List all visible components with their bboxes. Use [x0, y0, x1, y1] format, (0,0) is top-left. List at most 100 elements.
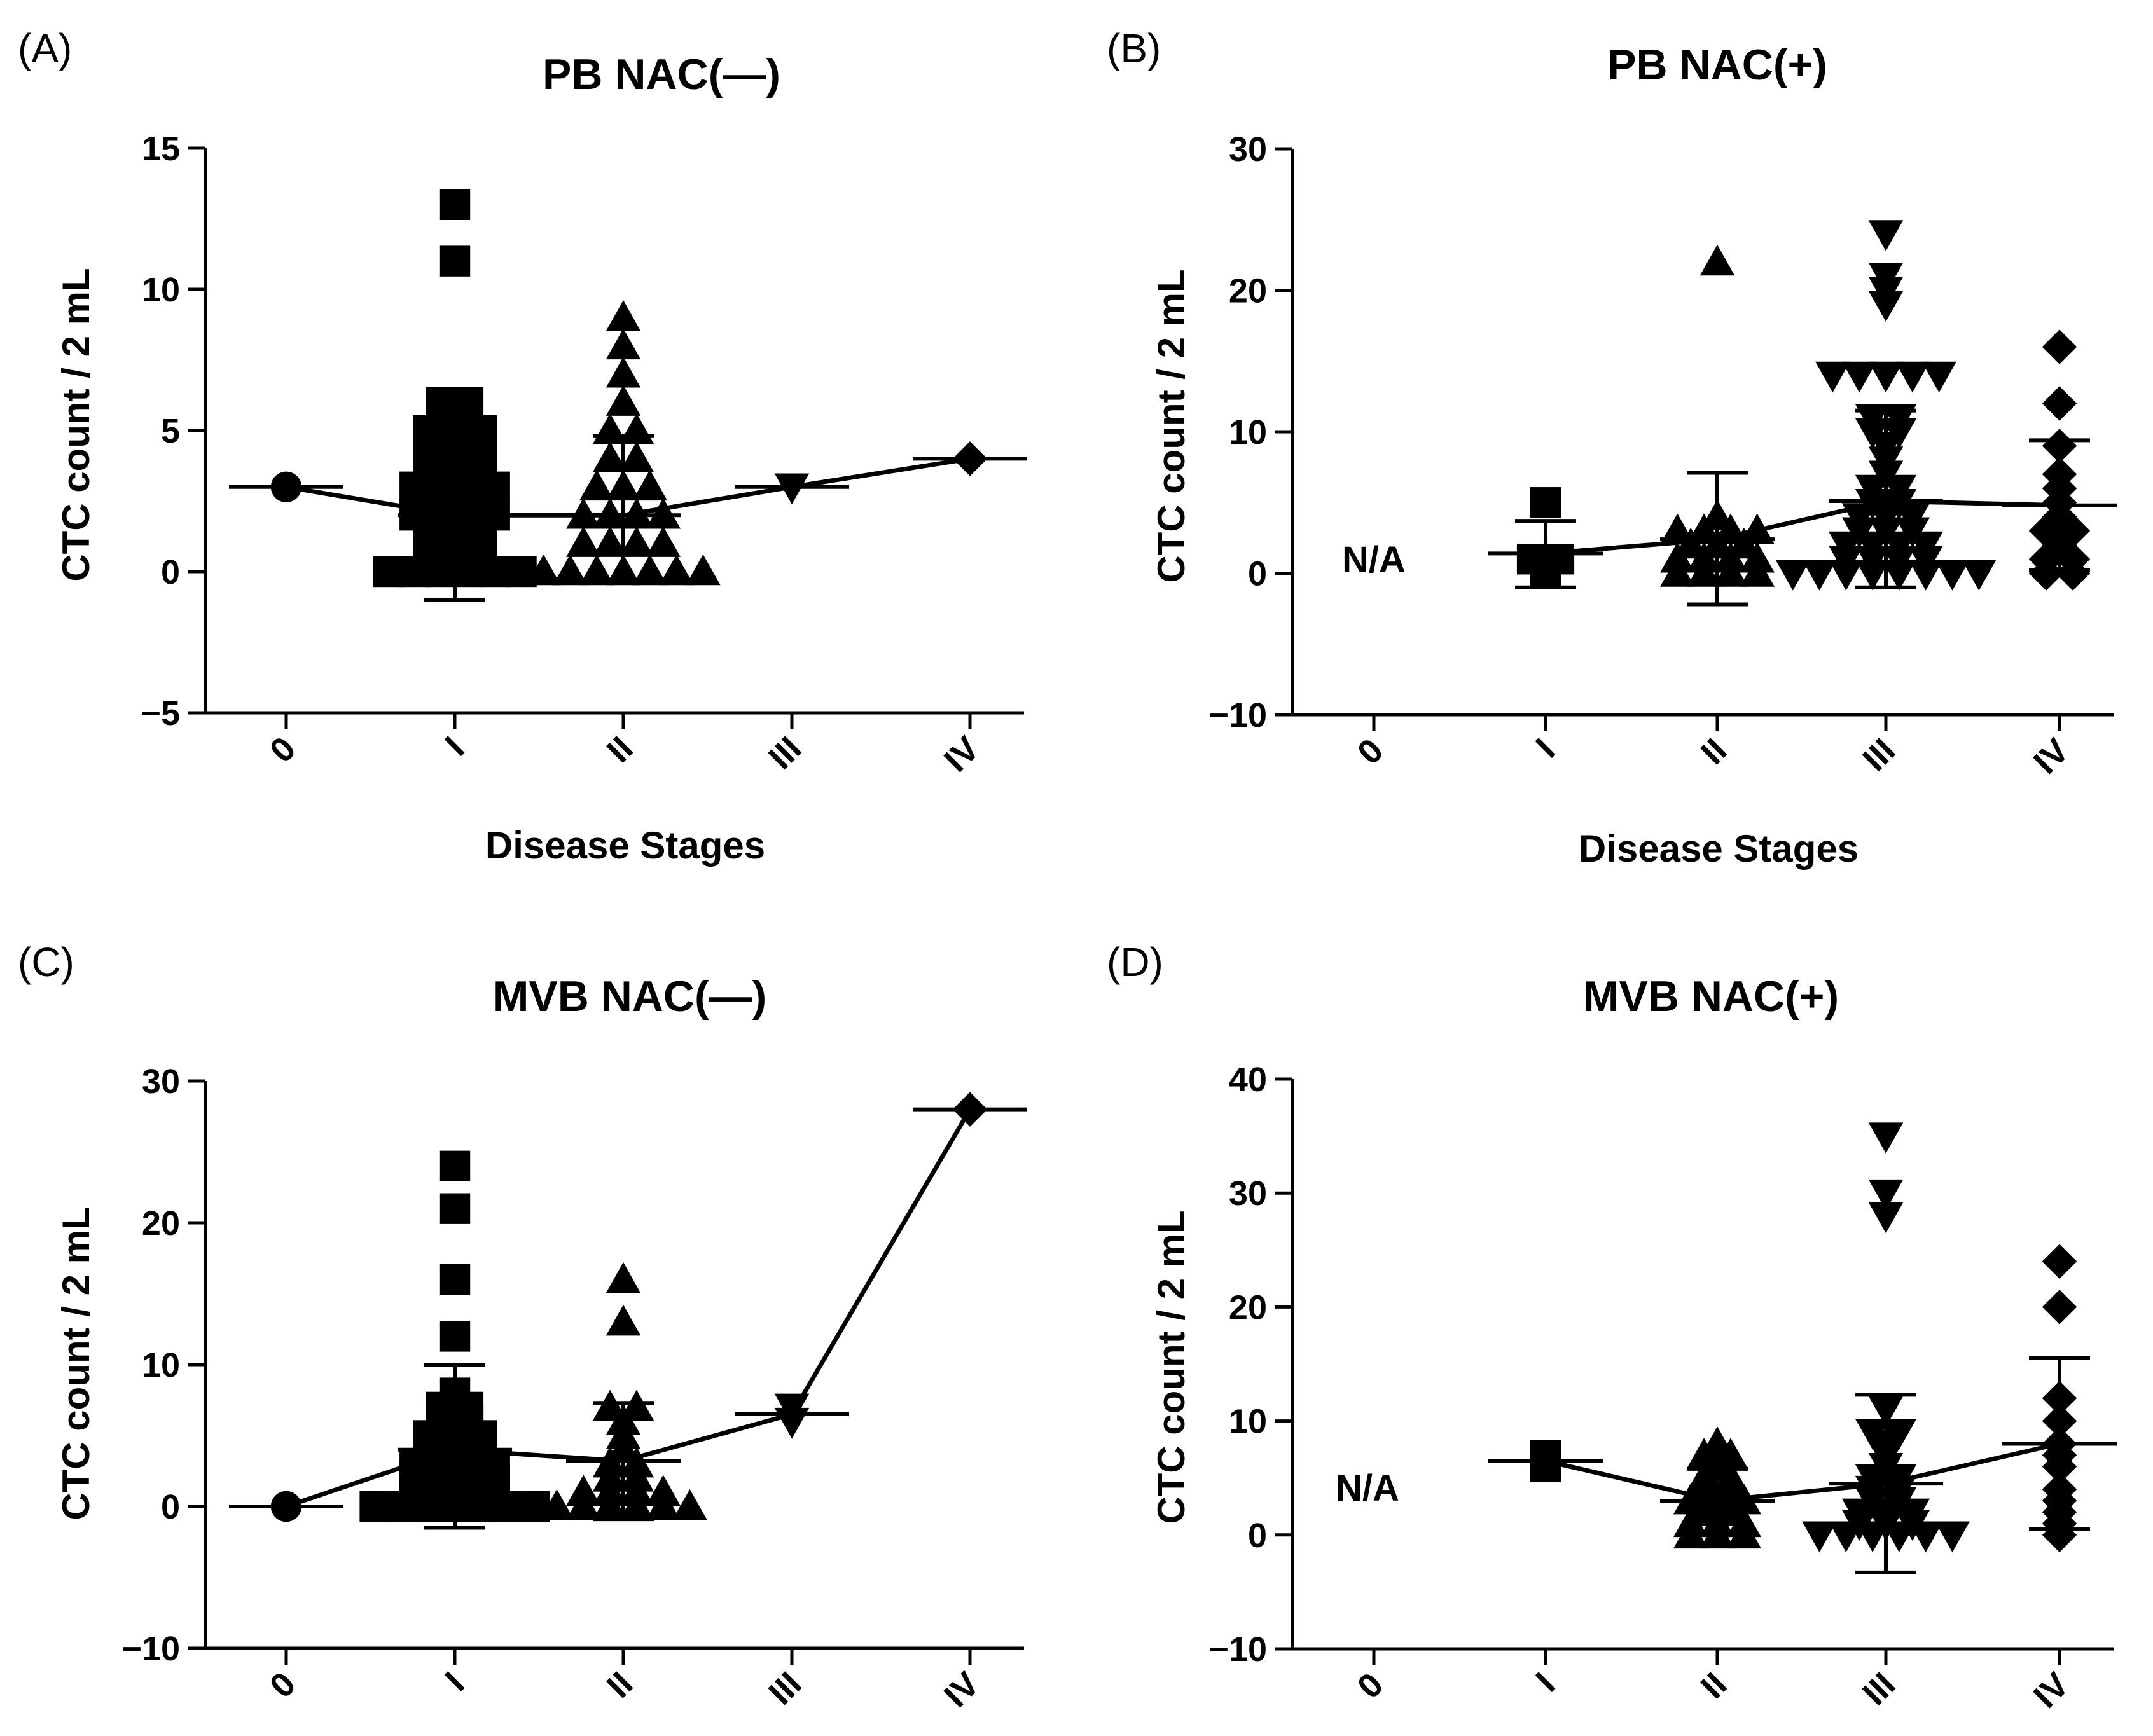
data-point: [606, 1262, 641, 1293]
y-tick-label: 20: [1229, 272, 1267, 310]
data-point: [646, 1475, 681, 1506]
data-point: [439, 245, 471, 277]
panel-b: (B) PB NAC(+) CTC count / 2 mL Disease S…: [1107, 25, 2117, 870]
x-tick-label: III: [1855, 1665, 1902, 1712]
data-point: [1700, 244, 1735, 276]
data-point: [952, 441, 988, 476]
data-point: [646, 526, 681, 557]
data-point: [632, 554, 668, 586]
data-point: [466, 443, 497, 474]
panel-label: (A): [18, 25, 72, 71]
data-point: [479, 500, 510, 531]
y-tick-label: 10: [1229, 1403, 1267, 1441]
y-tick-label: 5: [161, 412, 180, 450]
data-point: [373, 556, 404, 588]
data-point: [1935, 560, 1970, 591]
data-point: [566, 497, 601, 529]
data-point: [1530, 487, 1561, 518]
data-point: [1841, 361, 1877, 393]
y-tick-label: 0: [1248, 1517, 1267, 1555]
panel-c: (C) MVB NAC(—) CTC count / 2 mL −10 0 10 20…: [18, 939, 1027, 1715]
data-point: [399, 471, 431, 502]
data-point: [452, 500, 484, 531]
data-point: [270, 471, 302, 502]
data-point: [566, 1475, 601, 1506]
y-axis-label: CTC count / 2 mL: [55, 1206, 97, 1520]
data-point: [1660, 513, 1695, 545]
y-tick-label: 0: [1248, 555, 1267, 593]
data-point: [2042, 457, 2077, 492]
data-point: [2042, 329, 2077, 364]
x-tick-label: II: [600, 729, 640, 770]
chart-title: PB NAC(+): [1607, 41, 1827, 89]
y-tick-label: −10: [121, 1630, 180, 1668]
data-point: [1700, 1426, 1735, 1457]
data-point: [1775, 560, 1810, 591]
data-point: [646, 497, 681, 529]
data-point: [359, 1491, 391, 1522]
data-point: [426, 556, 457, 588]
data-point: [439, 443, 471, 474]
data-point: [1868, 1122, 1904, 1154]
data-point: [1543, 544, 1575, 575]
x-tick-label: 0: [263, 1665, 303, 1705]
data-point: [426, 387, 457, 418]
data-point: [1740, 513, 1775, 545]
y-tick-label: −5: [141, 694, 180, 733]
data-point: [399, 500, 431, 531]
data-point: [1868, 1202, 1904, 1234]
panel-label: (C): [18, 939, 74, 985]
y-axis-label: CTC count / 2 mL: [1150, 269, 1193, 582]
x-tick-label: III: [761, 729, 808, 776]
panel-d: (D) MVB NAC(+) CTC count / 2 mL N/A −10 0…: [1107, 939, 2117, 1716]
data-point: [606, 554, 641, 586]
data-point: [439, 1193, 471, 1224]
data-point: [606, 469, 641, 501]
data-point: [619, 497, 654, 529]
data-point: [592, 526, 628, 557]
data-point: [1881, 1419, 1917, 1450]
y-tick-label: 0: [161, 1488, 180, 1526]
data-point: [1868, 220, 1904, 251]
data-point: [1855, 404, 1890, 436]
data-point: [952, 1092, 988, 1127]
data-point: [439, 1264, 471, 1295]
data-point: [2042, 527, 2077, 563]
data-point: [619, 1389, 654, 1421]
data-point: [439, 528, 471, 559]
data-point: [1700, 499, 1735, 530]
x-tick-label: 0: [1350, 731, 1391, 772]
data-point: [466, 415, 497, 446]
data-point: [632, 469, 668, 501]
na-label: N/A: [1336, 1468, 1399, 1509]
data-point: [1802, 560, 1837, 591]
x-tick-label: I: [1528, 731, 1562, 765]
data-point: [592, 413, 628, 444]
na-label: N/A: [1342, 539, 1406, 581]
x-tick-label: IV: [2026, 1665, 2077, 1716]
data-point: [1868, 1179, 1904, 1211]
data-point: [2042, 1381, 2077, 1416]
data-point: [1895, 361, 1930, 393]
data-point: [2042, 428, 2077, 464]
data-point: [1530, 1440, 1561, 1471]
x-tick-label: III: [1855, 731, 1902, 778]
data-point: [2042, 1471, 2077, 1507]
mean-trend-line: [1545, 499, 2060, 556]
data-point: [606, 1304, 641, 1336]
y-tick-label: 30: [1229, 130, 1267, 169]
data-point: [592, 497, 628, 529]
data-point: [606, 356, 641, 388]
data-point: [1935, 1521, 1970, 1553]
data-point: [479, 556, 510, 588]
x-tick-label: III: [761, 1665, 808, 1712]
data-point: [1881, 404, 1917, 436]
x-axis-label: Disease Stages: [1579, 827, 1859, 870]
data-point: [479, 471, 510, 502]
data-point: [579, 469, 614, 501]
data-point: [672, 1489, 707, 1520]
y-tick-label: 30: [142, 1063, 180, 1101]
x-tick-label: I: [438, 1665, 471, 1698]
data-point: [1868, 262, 1904, 294]
data-point: [606, 385, 641, 416]
